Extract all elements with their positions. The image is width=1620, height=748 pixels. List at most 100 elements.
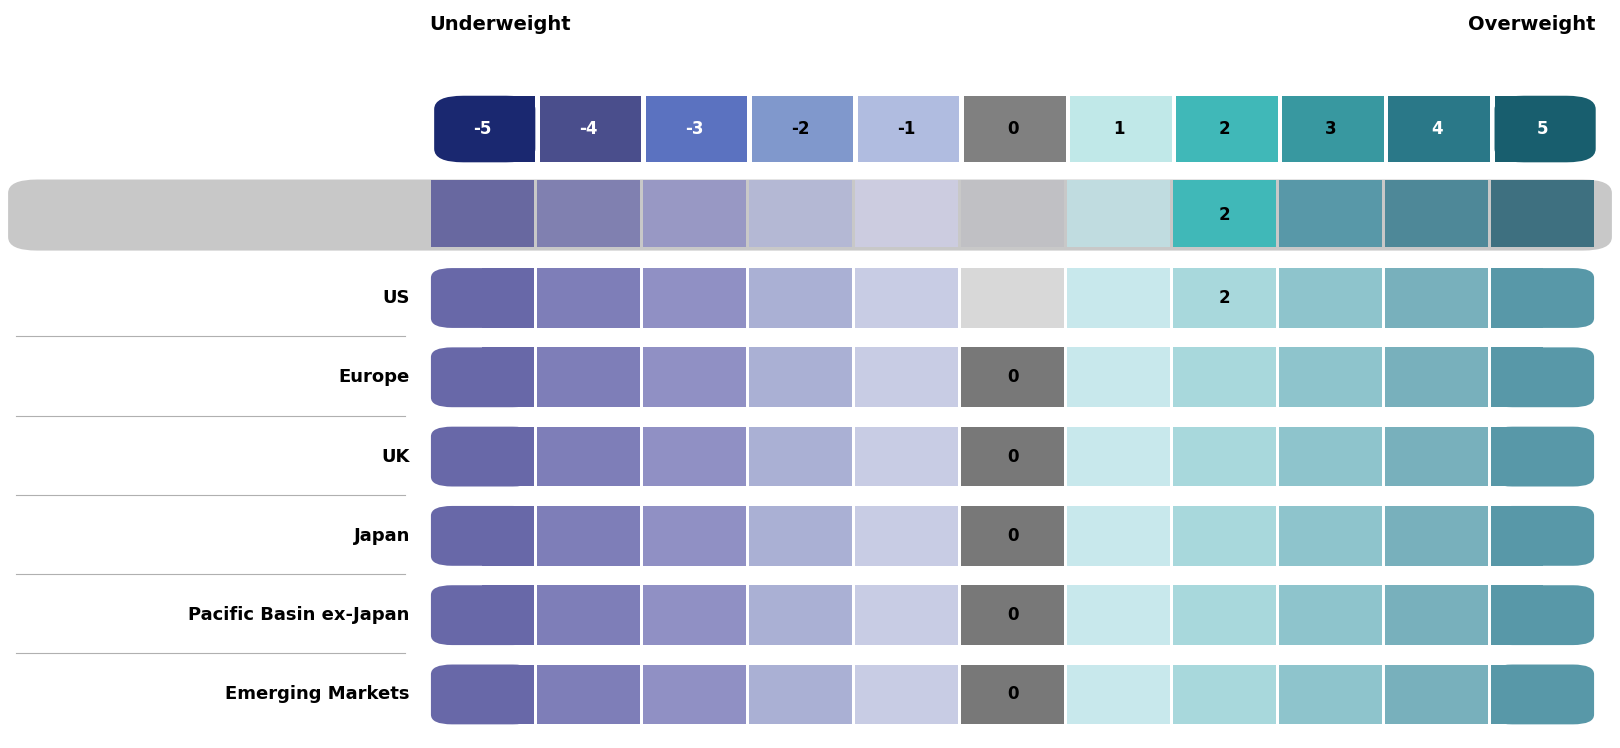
FancyBboxPatch shape xyxy=(431,664,533,724)
Bar xyxy=(748,347,852,407)
FancyBboxPatch shape xyxy=(1492,347,1594,407)
Text: 5: 5 xyxy=(1537,120,1549,138)
Bar xyxy=(1492,506,1542,565)
Bar xyxy=(646,96,747,162)
Bar xyxy=(961,180,1064,247)
Bar xyxy=(483,506,533,565)
Bar xyxy=(643,585,745,645)
Text: Japan: Japan xyxy=(353,527,410,545)
Text: 0: 0 xyxy=(1006,685,1019,703)
Text: -4: -4 xyxy=(578,120,598,138)
Bar xyxy=(1492,426,1542,486)
Text: -1: -1 xyxy=(897,120,915,138)
Bar xyxy=(1283,96,1383,162)
Text: Emerging Markets: Emerging Markets xyxy=(225,685,410,703)
Bar xyxy=(1492,180,1594,247)
Bar xyxy=(539,96,642,162)
Bar xyxy=(855,585,957,645)
Bar xyxy=(1173,506,1277,565)
Bar xyxy=(1280,585,1382,645)
Text: -2: -2 xyxy=(791,120,810,138)
Bar xyxy=(1492,347,1542,407)
Bar xyxy=(643,347,745,407)
Bar xyxy=(961,268,1064,328)
Bar xyxy=(483,585,533,645)
Bar xyxy=(536,268,640,328)
Bar xyxy=(1173,268,1277,328)
FancyBboxPatch shape xyxy=(1492,506,1594,565)
Bar xyxy=(484,96,535,162)
Bar xyxy=(961,664,1064,724)
Bar xyxy=(1385,347,1489,407)
Bar xyxy=(1280,268,1382,328)
Bar xyxy=(961,585,1064,645)
Bar xyxy=(1495,96,1545,162)
Bar xyxy=(1068,585,1170,645)
Text: 1: 1 xyxy=(1113,120,1124,138)
FancyBboxPatch shape xyxy=(1492,664,1594,724)
Text: 2: 2 xyxy=(1218,120,1230,138)
Text: 0: 0 xyxy=(1006,606,1019,624)
Bar xyxy=(855,347,957,407)
Text: -3: -3 xyxy=(685,120,703,138)
Bar xyxy=(1068,664,1170,724)
Bar xyxy=(536,585,640,645)
Bar xyxy=(1173,180,1277,247)
Bar xyxy=(1492,585,1542,645)
Text: 4: 4 xyxy=(1430,120,1442,138)
Text: 0: 0 xyxy=(1006,368,1019,386)
FancyBboxPatch shape xyxy=(1492,268,1594,328)
Text: Overweight: Overweight xyxy=(1468,15,1596,34)
Bar xyxy=(1280,180,1382,247)
Bar xyxy=(748,506,852,565)
Bar xyxy=(1068,268,1170,328)
Text: Pacific Basin ex-Japan: Pacific Basin ex-Japan xyxy=(188,606,410,624)
FancyBboxPatch shape xyxy=(8,180,1612,251)
Bar xyxy=(1173,664,1277,724)
Bar xyxy=(1173,585,1277,645)
Bar xyxy=(855,180,957,247)
FancyBboxPatch shape xyxy=(1492,585,1594,645)
Bar xyxy=(859,96,959,162)
Bar xyxy=(1068,506,1170,565)
Bar xyxy=(536,664,640,724)
Bar xyxy=(1385,268,1489,328)
Bar xyxy=(1068,426,1170,486)
Bar xyxy=(1068,180,1170,247)
Text: 2: 2 xyxy=(1218,289,1230,307)
Bar xyxy=(1176,96,1278,162)
Bar xyxy=(483,664,533,724)
Bar xyxy=(536,506,640,565)
FancyBboxPatch shape xyxy=(431,506,533,565)
Bar xyxy=(1173,426,1277,486)
Bar xyxy=(748,180,852,247)
Text: UK: UK xyxy=(381,447,410,465)
FancyBboxPatch shape xyxy=(1495,96,1596,162)
Bar xyxy=(855,268,957,328)
Bar xyxy=(431,180,533,247)
FancyBboxPatch shape xyxy=(431,347,533,407)
Bar xyxy=(748,664,852,724)
Bar xyxy=(536,180,640,247)
Bar xyxy=(1385,585,1489,645)
FancyBboxPatch shape xyxy=(431,426,533,486)
Text: 2: 2 xyxy=(1218,206,1230,224)
Bar xyxy=(855,506,957,565)
Bar xyxy=(643,664,745,724)
Text: 0: 0 xyxy=(1006,447,1019,465)
Bar xyxy=(643,180,745,247)
Bar xyxy=(1385,426,1489,486)
Bar xyxy=(1385,506,1489,565)
Bar xyxy=(748,585,852,645)
Bar xyxy=(855,426,957,486)
Bar xyxy=(1385,180,1489,247)
Bar xyxy=(855,664,957,724)
Bar xyxy=(1280,347,1382,407)
Bar xyxy=(1492,268,1542,328)
Bar xyxy=(748,268,852,328)
Text: -5: -5 xyxy=(473,120,491,138)
Text: US: US xyxy=(382,289,410,307)
Bar xyxy=(1280,426,1382,486)
Bar xyxy=(1280,506,1382,565)
Bar xyxy=(1492,664,1542,724)
